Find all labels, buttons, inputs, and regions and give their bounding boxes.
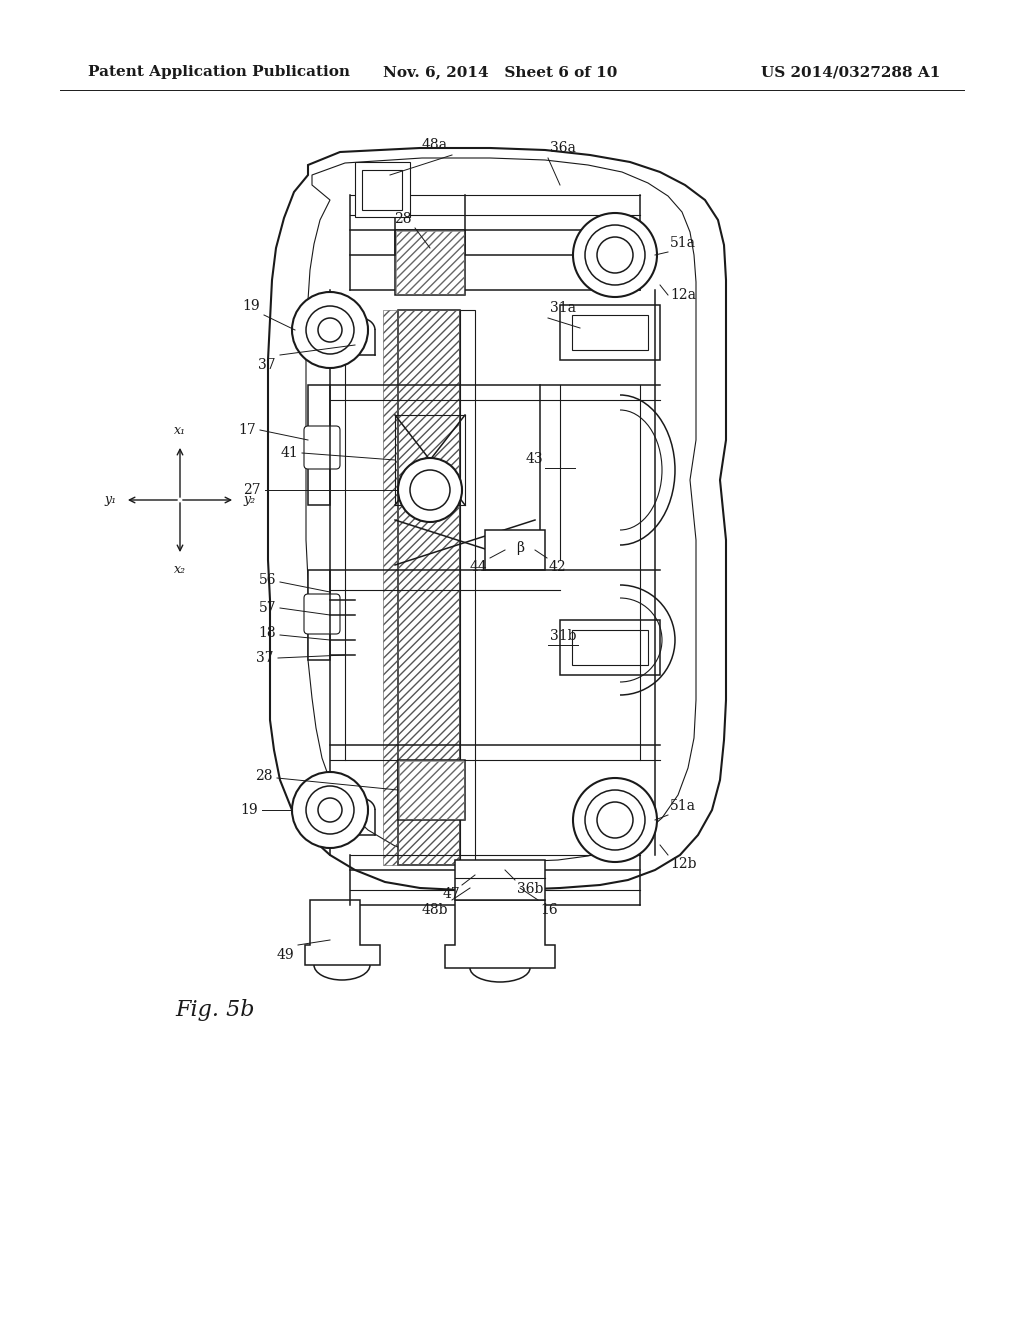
Text: 18: 18 <box>258 626 276 640</box>
Circle shape <box>410 470 450 510</box>
Circle shape <box>585 789 645 850</box>
Bar <box>560 620 660 675</box>
Text: 51a: 51a <box>670 799 696 813</box>
Polygon shape <box>308 570 330 660</box>
Bar <box>398 760 465 820</box>
Text: 12b: 12b <box>670 857 696 871</box>
Circle shape <box>306 306 354 354</box>
Text: 44: 44 <box>469 560 487 574</box>
Text: Patent Application Publication: Patent Application Publication <box>88 65 350 79</box>
Text: 57: 57 <box>258 601 276 615</box>
Bar <box>572 630 648 665</box>
Text: 41: 41 <box>281 446 298 459</box>
Text: 19: 19 <box>241 803 258 817</box>
Text: 47: 47 <box>442 887 460 902</box>
Text: 37: 37 <box>256 651 274 665</box>
Text: Nov. 6, 2014   Sheet 6 of 10: Nov. 6, 2014 Sheet 6 of 10 <box>383 65 617 79</box>
Circle shape <box>292 772 368 847</box>
Circle shape <box>398 458 462 521</box>
Text: 49: 49 <box>276 948 294 962</box>
Circle shape <box>597 238 633 273</box>
Bar <box>485 531 545 570</box>
Polygon shape <box>308 385 330 506</box>
Bar <box>460 310 475 865</box>
Text: 12a: 12a <box>670 288 696 302</box>
Text: US 2014/0327288 A1: US 2014/0327288 A1 <box>761 65 940 79</box>
Polygon shape <box>305 900 380 965</box>
Text: 28: 28 <box>394 213 412 226</box>
Text: 43: 43 <box>525 451 543 466</box>
Bar <box>572 315 648 350</box>
Circle shape <box>573 777 657 862</box>
Text: y₁: y₁ <box>104 494 117 507</box>
Circle shape <box>318 799 342 822</box>
Text: 48a: 48a <box>422 139 449 152</box>
Circle shape <box>585 224 645 285</box>
Circle shape <box>597 803 633 838</box>
Text: 51a: 51a <box>670 236 696 249</box>
Text: 16: 16 <box>540 903 558 917</box>
Text: 31a: 31a <box>550 301 575 315</box>
Text: 27: 27 <box>244 483 261 498</box>
Bar <box>355 162 410 216</box>
Bar <box>396 231 464 294</box>
Circle shape <box>292 292 368 368</box>
Text: 19: 19 <box>243 300 260 313</box>
Text: 31b: 31b <box>550 630 577 643</box>
Text: 36b: 36b <box>517 882 544 896</box>
Bar <box>383 310 398 865</box>
Polygon shape <box>268 148 726 890</box>
Text: 42: 42 <box>549 560 566 574</box>
Text: Fig. 5b: Fig. 5b <box>175 999 255 1020</box>
Circle shape <box>306 785 354 834</box>
Bar <box>455 861 545 900</box>
Bar <box>398 310 460 865</box>
Text: 36a: 36a <box>550 141 575 154</box>
Text: 37: 37 <box>258 358 276 372</box>
Text: x₁: x₁ <box>174 424 186 437</box>
Text: 17: 17 <box>239 422 256 437</box>
Bar <box>398 310 460 865</box>
Polygon shape <box>445 900 555 968</box>
Text: 48b: 48b <box>422 903 449 917</box>
Bar <box>395 230 465 294</box>
Text: x₂: x₂ <box>174 564 186 576</box>
Circle shape <box>573 213 657 297</box>
Bar <box>399 762 464 818</box>
Bar <box>560 305 660 360</box>
Bar <box>362 170 402 210</box>
Text: 56: 56 <box>258 573 276 587</box>
FancyBboxPatch shape <box>304 426 340 469</box>
FancyBboxPatch shape <box>304 594 340 634</box>
Text: β: β <box>516 541 524 554</box>
Text: 28: 28 <box>256 770 273 783</box>
Text: y₂: y₂ <box>243 494 255 507</box>
Circle shape <box>318 318 342 342</box>
